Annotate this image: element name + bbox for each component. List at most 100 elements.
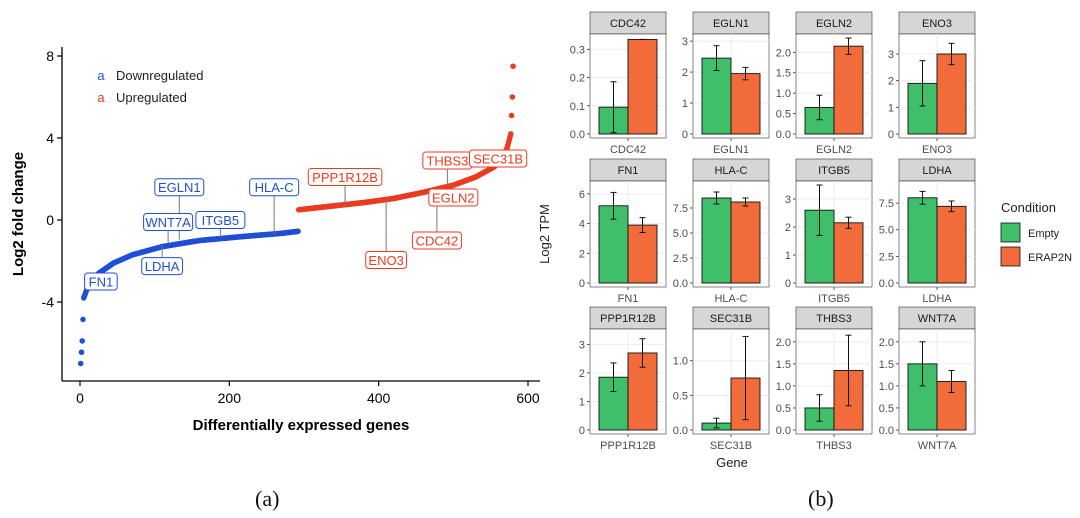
y-tick-label: 0.5 [776,109,791,121]
y-tick-label: -4 [42,294,55,310]
y-tick-label: 4 [579,219,585,231]
y-tick-label: 7.5 [673,203,688,215]
x-tick-label: ITGB5 [818,293,850,305]
gene-label: EGLN2 [432,190,475,205]
facet-strip-label: HLA-C [714,165,747,177]
facet-bar-chart: CDC42 0.0 0.1 0.2 0.3 CDC42 EGLN1 0 1 2 3 EGLN1 EGLN… [537,11,1072,470]
y-tick-label: 2 [579,248,585,260]
y-tick-label: 1.0 [776,88,791,100]
erap2n-bar [627,224,658,284]
legend-key [1000,246,1021,267]
gene-label: SEC31B [473,152,523,167]
y-tick-label: 0.1 [570,101,585,113]
erap2n-bar [936,205,967,284]
x-tick-label: WNT7A [918,440,957,452]
x-tick-label: EGLN2 [816,144,852,156]
y-tick-label: 2.0 [776,337,791,349]
gene-label: PPP1R12B [312,170,378,185]
y-tick-label: 1 [579,396,585,408]
y-tick-label: 0 [682,129,688,141]
y-tick-label: 0.5 [673,390,688,402]
y-tick-label: 2 [682,67,688,79]
gene-label: HLA-C [255,180,294,195]
y-tick-label: 0 [888,129,894,141]
gene-label-box [141,257,184,276]
y-tick-label: 1.0 [879,381,894,393]
y-tick-label: 0.3 [570,44,585,56]
y-tick-label: 2.0 [879,337,894,349]
erap2n-bar [936,53,967,135]
y-tick-label: 0.0 [776,425,791,437]
facet-strip-label: EGLN2 [816,18,852,30]
y-tick-label: 0.5 [776,403,791,415]
gene-label-box [84,272,118,291]
x-tick-label: 400 [367,390,391,406]
y-tick-label: 0.0 [673,425,688,437]
x-tick-label: EGLN1 [713,144,749,156]
legend-label: Upregulated [116,90,187,105]
erap2n-bar [730,73,761,135]
x-tick-label: SEC31B [710,440,752,452]
y-tick-label: 0.0 [673,278,688,290]
y-tick-label: 1 [888,102,894,114]
x-tick-label: 600 [516,390,540,406]
y-tick-label: 3 [579,339,585,351]
y-tick-label: 3 [888,49,894,61]
legend-key [1000,222,1021,243]
data-point [509,94,516,100]
y-tick-label: 2 [785,222,791,234]
x-axis-title: Gene [716,455,748,470]
y-tick-label: 0.2 [570,73,585,85]
y-tick-label: 0 [46,212,54,228]
y-tick-label: 2 [579,368,585,380]
y-tick-label: 2 [888,76,894,88]
facet-strip-label: CDC42 [610,18,646,30]
x-tick-label: LDHA [922,293,952,305]
y-tick-label: 1.5 [776,68,791,80]
y-tick-label: 8 [46,48,54,64]
x-tick-label: HLA-C [714,293,747,305]
y-tick-label: 5.0 [673,228,688,240]
y-tick-label: 4 [46,130,54,146]
legend-label: Empty [1028,228,1060,240]
gene-label-box [411,231,462,250]
facet-strip-label: ENO3 [922,18,952,30]
erap2n-bar [833,45,864,135]
facet-strip-label: LDHA [922,165,952,177]
legend-label: ERAP2N [1028,252,1072,264]
x-tick-label: CDC42 [610,144,646,156]
y-tick-label: 1.5 [776,359,791,371]
y-tick-label: 0.0 [776,129,791,141]
x-tick-label: FN1 [618,293,639,305]
facet-strip-label: THBS3 [816,313,851,325]
data-point [78,349,85,356]
y-tick-label: 3 [785,194,791,206]
gene-label-box [249,178,300,197]
gene-label-box [428,188,479,207]
gene-label-box [307,167,383,186]
empty-bar [701,197,732,284]
gene-label: CDC42 [416,234,459,249]
data-point [508,112,515,119]
y-tick-label: 0 [579,278,585,290]
data-point [77,360,84,367]
y-tick-label: 1.5 [879,359,894,371]
facet-strip-label: SEC31B [710,313,752,325]
y-tick-label: 0 [579,425,585,437]
x-tick-label: ENO3 [922,144,952,156]
x-tick-label: PPP1R12B [600,440,656,452]
y-tick-label: 1 [785,250,791,262]
legend-title: Condition [1001,200,1056,215]
panel-label-b: (b) [808,486,834,511]
y-tick-label: 0.0 [879,425,894,437]
y-tick-label: 2.5 [879,251,894,263]
gene-label: ITGB5 [202,213,240,228]
data-point [80,316,86,323]
y-tick-label: 1.0 [673,356,688,368]
volcano-rank-plot: -4 0 4 8 0 200 400 600 Differentially expressed … [10,47,540,434]
data-point [295,228,301,235]
legend-key: a [97,90,105,105]
y-tick-label: 1.0 [776,381,791,393]
gene-label: THBS3 [426,154,468,169]
